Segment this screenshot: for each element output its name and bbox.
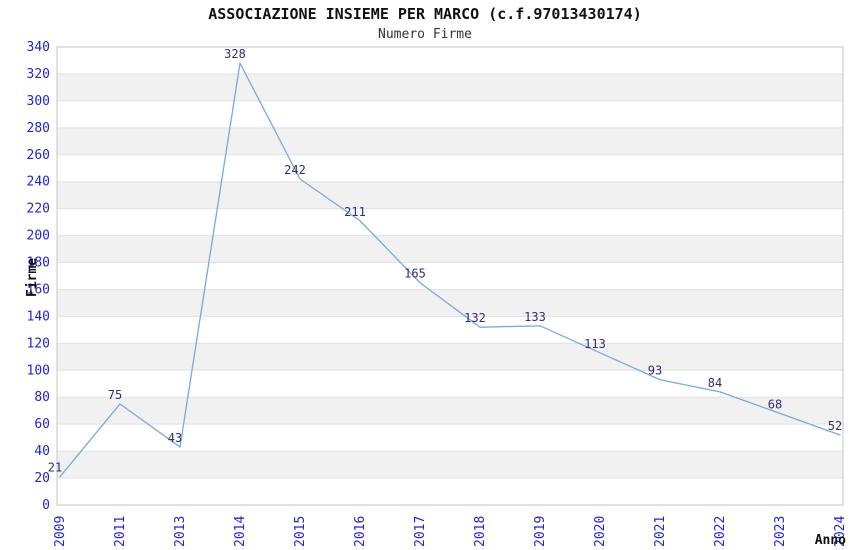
x-tick-label: 2014 [233,516,248,547]
grid-band [57,181,843,209]
y-tick-label: 100 [27,363,50,378]
y-tick-label: 200 [27,229,50,244]
y-tick-label: 80 [34,390,50,405]
grid-band [57,316,843,344]
grid-band [57,424,843,452]
y-tick-label: 240 [27,175,50,190]
y-tick-label: 220 [27,202,50,217]
y-tick-label: 260 [27,148,50,163]
y-tick-label: 180 [27,256,50,271]
data-point-label: 93 [648,364,662,378]
y-tick-label: 0 [42,498,50,513]
y-tick-label: 60 [34,417,50,432]
grid-band [57,73,843,101]
grid-band [57,154,843,182]
grid-band [57,262,843,290]
x-tick-label: 2020 [593,516,608,547]
grid-band [57,100,843,128]
x-tick-label: 2023 [773,516,788,547]
data-point-label: 21 [48,461,62,475]
data-point-label: 165 [404,267,426,281]
grid-band [57,451,843,479]
data-point-label: 242 [284,163,306,177]
y-tick-label: 20 [34,471,50,486]
data-point-label: 133 [524,310,546,324]
x-tick-label: 2024 [833,516,848,547]
x-tick-label: 2015 [293,516,308,547]
x-tick-label: 2016 [353,516,368,547]
x-tick-label: 2021 [653,516,668,547]
x-tick-label: 2017 [413,516,428,547]
grid-band [57,47,843,74]
y-tick-label: 120 [27,336,50,351]
data-point-label: 84 [708,376,722,390]
grid-band [57,127,843,155]
y-tick-label: 320 [27,67,50,82]
x-tick-label: 2019 [533,516,548,547]
chart-subtitle: Numero Firme [378,27,472,42]
grid-band [57,397,843,425]
x-tick-label: 2022 [713,516,728,547]
x-tick-label: 2011 [113,516,128,547]
y-tick-label: 140 [27,309,50,324]
y-tick-label: 160 [27,282,50,297]
grid-band [57,289,843,317]
data-point-label: 68 [768,397,782,411]
data-point-label: 75 [108,388,122,402]
data-point-label: 132 [464,311,486,325]
y-tick-label: 280 [27,121,50,136]
x-axis-title: Anno [815,533,846,548]
data-point-label: 43 [168,431,182,445]
series-line [59,62,841,478]
grid-band [57,208,843,236]
data-point-label: 328 [224,47,246,61]
y-tick-label: 40 [34,444,50,459]
x-tick-label: 2013 [173,516,188,547]
chart-title: ASSOCIAZIONE INSIEME PER MARCO (c.f.9701… [208,5,642,23]
y-tick-label: 300 [27,94,50,109]
data-point-label: 113 [584,337,606,351]
data-point-label: 52 [828,419,842,433]
x-tick-label: 2009 [53,516,68,547]
y-axis-title: Firme [25,258,40,297]
grid-band [57,235,843,263]
data-point-label: 211 [344,205,366,219]
grid-band [57,343,843,371]
plot-border [56,46,844,506]
x-tick-label: 2018 [473,516,488,547]
y-tick-label: 340 [27,40,50,55]
grid-band [57,478,843,505]
